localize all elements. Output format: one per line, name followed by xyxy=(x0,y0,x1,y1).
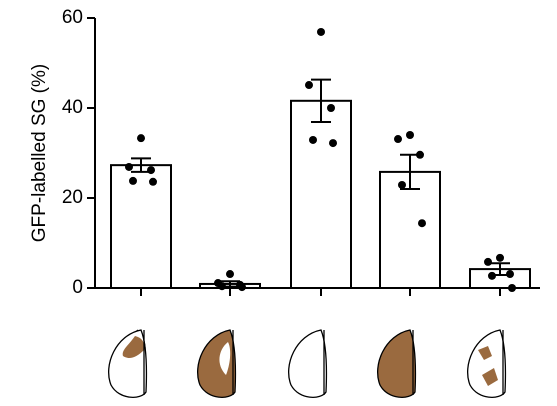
bar xyxy=(111,165,171,288)
data-point xyxy=(147,166,155,174)
data-point xyxy=(149,178,157,186)
data-point xyxy=(484,258,492,266)
data-point xyxy=(398,181,406,189)
data-point xyxy=(218,282,226,290)
data-point xyxy=(488,272,496,280)
y-tick-label: 20 xyxy=(62,187,83,208)
data-point xyxy=(137,134,145,142)
y-tick-label: 60 xyxy=(62,7,83,28)
data-point xyxy=(226,270,234,278)
gland-icon xyxy=(378,330,416,397)
gland-icon xyxy=(289,330,327,397)
data-point xyxy=(129,177,137,185)
bar xyxy=(291,101,351,288)
gland-icon xyxy=(468,330,506,397)
data-point xyxy=(327,104,335,112)
data-point xyxy=(329,139,337,147)
gland-icon xyxy=(198,330,236,397)
gland-icons xyxy=(109,330,506,397)
chart: GFP-labelled SG (%) 0 20 40 60 xyxy=(0,0,557,401)
data-point xyxy=(496,254,504,262)
y-tick-label: 40 xyxy=(62,97,83,118)
data-point xyxy=(418,219,426,227)
data-point xyxy=(309,136,317,144)
data-point xyxy=(125,163,133,171)
y-axis-label: GFP-labelled SG (%) xyxy=(29,64,50,242)
gland-icon xyxy=(109,330,147,397)
data-point xyxy=(238,283,246,291)
data-point xyxy=(394,135,402,143)
data-point xyxy=(508,284,516,292)
data-point xyxy=(305,81,313,89)
data-point xyxy=(506,270,514,278)
y-tick-label: 0 xyxy=(72,277,83,298)
data-point xyxy=(406,131,414,139)
data-point xyxy=(317,28,325,36)
data-point xyxy=(416,151,424,159)
